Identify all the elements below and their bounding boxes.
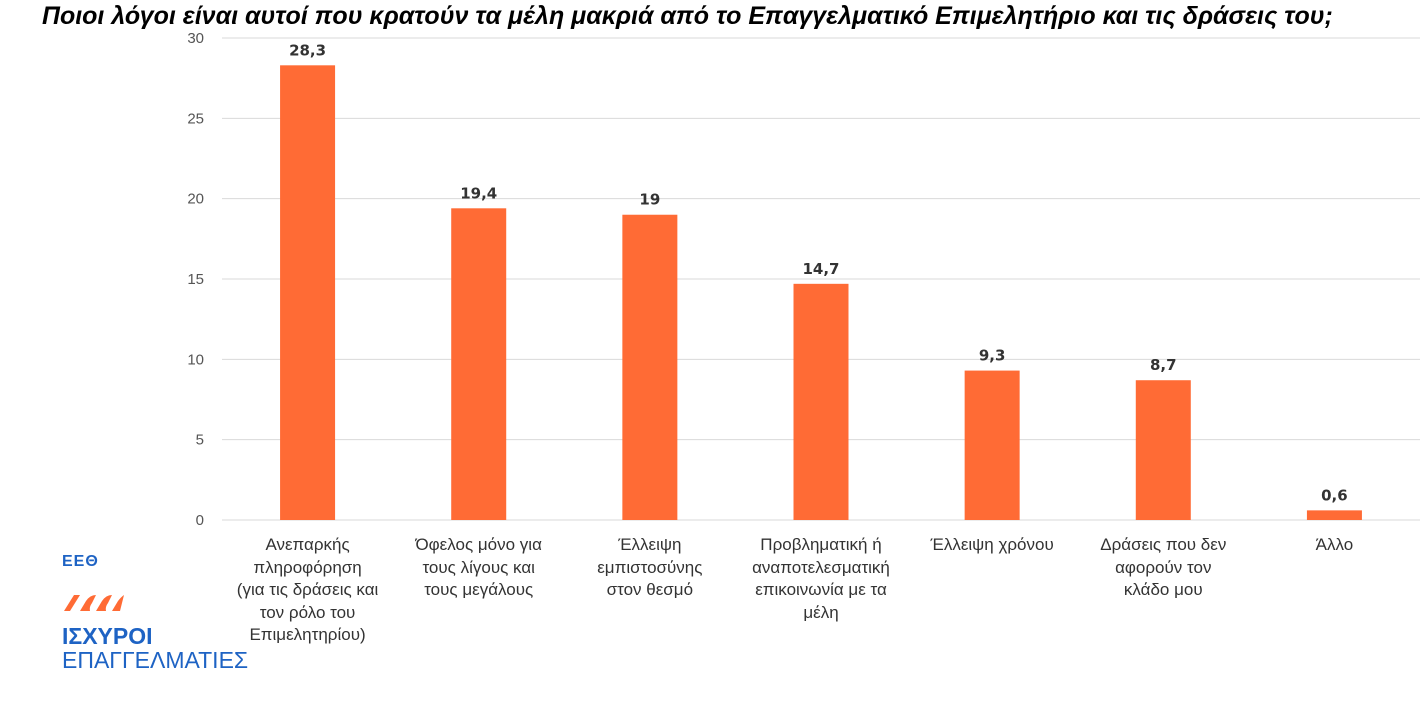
logo-mark-icon: [64, 595, 124, 611]
bar: [451, 208, 507, 520]
x-tick-label: Έλλειψη εμπιστοσύνης στον θεσμό: [565, 534, 735, 602]
x-tick-label-line: τον ρόλο του: [259, 602, 356, 622]
x-tick-label-line: τους μεγάλους: [424, 580, 534, 599]
x-tick-label: Όφελος μόνο για τους λίγους και τους μεγάλ…: [394, 534, 564, 602]
x-tick-label-line: Έλλειψη: [618, 535, 682, 554]
y-tick-label: 5: [196, 432, 204, 449]
x-tick-label-line: Άλλο: [1315, 535, 1354, 554]
x-tick-label-line: τους λίγους και: [422, 557, 535, 577]
y-tick-label: 30: [187, 30, 204, 47]
bar: [280, 65, 336, 521]
x-tick-label-line: Επιμελητηρίου): [249, 625, 366, 644]
y-tick-label: 10: [187, 351, 204, 368]
x-tick-label: Ανεπαρκής πληροφόρηση (για τις δράσεις και…: [223, 534, 393, 647]
data-label: 9,3: [979, 347, 1006, 365]
x-tick-label-line: Ανεπαρκής: [265, 535, 350, 554]
bar: [1135, 380, 1191, 520]
data-label: 0,6: [1321, 486, 1348, 504]
bar: [622, 214, 678, 520]
x-tick-label-line: στον θεσμό: [606, 580, 694, 599]
x-tick-label-line: Έλλειψη χρόνου: [930, 535, 1054, 554]
y-tick-label: 20: [187, 191, 204, 208]
x-tick-label-line: αναποτελεσματική: [752, 557, 890, 577]
logo-short-name: ΕΕΘ: [62, 553, 99, 570]
data-label: 28,3: [289, 41, 326, 59]
data-label: 19,4: [460, 184, 497, 202]
bar: [1306, 510, 1362, 520]
logo-name-line1: ΙΣΧΥΡΟΙ: [62, 623, 153, 649]
x-tick-label-line: αφορούν τον: [1115, 557, 1212, 577]
x-tick-label-line: μέλη: [803, 602, 839, 622]
x-tick-label: Άλλο: [1249, 534, 1419, 557]
bar: [793, 283, 849, 520]
x-tick-label: Έλλειψη χρόνου: [907, 534, 1077, 557]
y-tick-label: 0: [196, 512, 204, 529]
x-tick-label-line: πληροφόρηση: [253, 557, 362, 577]
x-tick-label-line: Προβληματική ή: [760, 535, 882, 554]
x-tick-label-line: επικοινωνία με τα: [755, 580, 887, 599]
x-tick-label-line: κλάδο μου: [1123, 580, 1203, 599]
x-tick-label: Δράσεις που δεν αφορούν τον κλάδο μου: [1078, 534, 1248, 602]
bars: [280, 65, 1362, 521]
logo-name-line2: ΕΠΑΓΓΕΛΜΑΤΙΕΣ: [62, 647, 249, 673]
y-axis-ticks: 0 5 10 15 20 25 30: [187, 30, 204, 529]
y-tick-label: 15: [187, 271, 204, 288]
logo: ΕΕΘ ΙΣΧΥΡΟΙ ΕΠΑΓΓΕΛΜΑΤΙΕΣ: [62, 553, 248, 673]
bar: [964, 370, 1020, 520]
data-label: 14,7: [802, 260, 839, 278]
x-tick-label-line: Όφελος μόνο για: [415, 535, 542, 554]
data-label: 8,7: [1150, 356, 1177, 374]
x-tick-label-line: (για τις δράσεις και: [236, 580, 379, 599]
chart-title: Ποιοι λόγοι είναι αυτοί που κρατούν τα μ…: [42, 2, 1333, 30]
x-tick-label: Προβληματική ή αναποτελεσματική επικοινωνί…: [736, 534, 906, 624]
data-labels: 28,3 19,4 19 14,7 9,3 8,7 0,6: [289, 41, 1348, 504]
x-tick-label-line: Δράσεις που δεν: [1100, 535, 1227, 554]
y-tick-label: 25: [187, 110, 204, 127]
x-tick-label-line: εμπιστοσύνης: [597, 557, 703, 577]
data-label: 19: [639, 191, 660, 209]
